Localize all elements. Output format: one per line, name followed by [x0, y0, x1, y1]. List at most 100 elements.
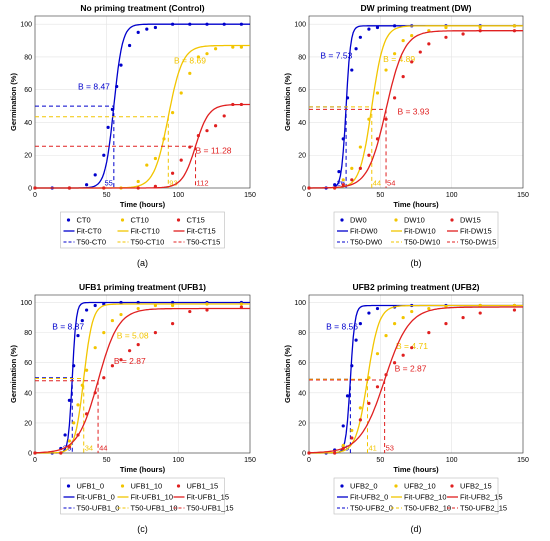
plot-area [35, 295, 250, 453]
data-point [119, 358, 123, 362]
data-point [102, 153, 106, 157]
legend-entry: T50-DW15 [460, 238, 496, 247]
x-tick-label: 100 [172, 192, 184, 199]
data-point [333, 451, 337, 455]
data-point [110, 364, 114, 368]
legend-entry: Fit-CT15 [187, 227, 216, 236]
data-point [115, 84, 119, 89]
data-point [214, 124, 218, 128]
fit-curve-UFB1_0 [35, 301, 250, 454]
series-UFB2_15: 53 B = 2.87 [307, 306, 523, 455]
legend-marker [394, 484, 398, 488]
legend-entry: Fit-CT10 [131, 227, 160, 236]
data-point [401, 75, 405, 79]
t50-label: 26 [63, 444, 71, 453]
legend-entry: UFB1_15 [187, 482, 219, 491]
x-tick-label: 50 [103, 192, 111, 199]
legend-marker [176, 218, 181, 222]
y-tick-label: 40 [298, 120, 306, 127]
data-point [119, 312, 123, 317]
t50-label: 54 [387, 179, 395, 188]
data-point [33, 451, 37, 455]
legend: DW0 Fit-DW0 T50-DW0 DW10 Fit-DW10 T50-DW10 DW1… [333, 211, 499, 249]
legend-entry: UFB1_10 [131, 482, 163, 491]
x-tick-label: 0 [33, 192, 37, 199]
data-point [478, 29, 482, 33]
data-point [401, 315, 405, 320]
legend-entry: T50-DW0 [350, 238, 382, 247]
y-tick-label: 80 [298, 330, 306, 337]
data-point [401, 38, 405, 43]
data-point [171, 300, 175, 305]
legend-entry: T50-UFB1_15 [187, 504, 234, 513]
data-point [341, 424, 345, 428]
data-point [136, 306, 140, 311]
data-point [171, 111, 175, 115]
data-point [444, 321, 448, 326]
y-tick-label: 0 [302, 451, 306, 458]
x-tick-label: 100 [446, 192, 458, 199]
data-point [145, 27, 149, 31]
data-point [375, 137, 380, 141]
data-point [162, 137, 166, 141]
data-point [358, 166, 362, 170]
data-point [188, 71, 192, 75]
t50-label: 55 [104, 179, 112, 188]
data-point [461, 32, 465, 36]
b-value-label: B = 7.53 [320, 51, 352, 61]
y-tick-label: 60 [298, 87, 306, 94]
data-point [93, 303, 97, 308]
data-point [367, 376, 371, 380]
data-point [85, 412, 89, 416]
data-point [72, 364, 76, 368]
legend-entry: T50-CT10 [131, 238, 165, 247]
legend-entry: Fit-UFB2_15 [460, 493, 503, 502]
t50-label: 93 [169, 179, 177, 188]
plot-frame [34, 294, 251, 454]
legend-box [60, 211, 225, 249]
data-point [205, 129, 209, 133]
t50-label: 26 [337, 179, 345, 188]
y-tick-label: 40 [298, 390, 306, 397]
data-point [358, 321, 362, 326]
x-tick-label: 150 [244, 457, 256, 464]
legend-entry: T50-CT15 [187, 238, 221, 247]
legend-entry: T50-UFB1_10 [131, 504, 178, 513]
legend-entry: Fit-UFB1_15 [187, 493, 230, 502]
panel-label: (b) [411, 258, 422, 268]
data-point [179, 91, 183, 95]
data-point [67, 186, 71, 190]
data-point [205, 302, 209, 306]
y-tick-label: 80 [24, 54, 32, 61]
data-point [128, 43, 132, 48]
data-point [67, 439, 71, 443]
data-point [153, 156, 157, 161]
panel-b: DW priming treatment (DW) 0 50 100 150 0 20 40 6… [283, 3, 529, 268]
y-tick-label: 100 [20, 300, 32, 307]
data-point [231, 102, 235, 107]
data-point [410, 60, 414, 64]
data-point [80, 318, 84, 323]
legend-marker [176, 484, 181, 488]
x-tick-label: 100 [446, 457, 458, 464]
data-point [341, 446, 345, 451]
legend-entry: T50-UFB2_15 [460, 504, 507, 513]
plot-area [35, 16, 250, 188]
y-tick-label: 0 [28, 451, 32, 458]
data-point [393, 96, 397, 100]
data-point [171, 171, 175, 175]
data-point [375, 352, 380, 356]
t50-label: 44 [99, 444, 107, 453]
data-point [59, 451, 63, 455]
data-point [205, 308, 209, 312]
data-point [93, 391, 97, 395]
data-point [214, 47, 218, 51]
legend-marker [340, 484, 344, 488]
fit-curve-DW15 [309, 30, 523, 189]
series-CT15: 112 B = 11.28 [33, 102, 250, 190]
data-point [76, 433, 80, 437]
data-point [375, 91, 380, 95]
y-tick-label: 100 [294, 22, 306, 29]
data-point [393, 321, 397, 326]
chart-title: UFB1 priming treatment (UFB1) [79, 282, 206, 292]
